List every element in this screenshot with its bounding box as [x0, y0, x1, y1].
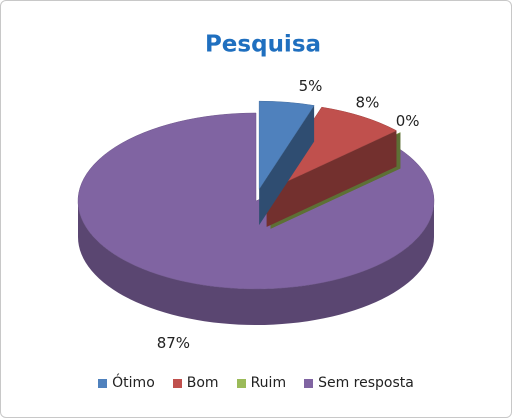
pie-slice: [258, 100, 315, 226]
slice-top: [77, 112, 435, 290]
legend-item: Sem resposta: [304, 375, 414, 391]
slice-top: [258, 100, 315, 190]
legend-swatch: [172, 378, 182, 388]
data-label: 5%: [299, 77, 323, 95]
legend-item: Ótimo: [98, 375, 155, 391]
legend-swatch: [236, 378, 246, 388]
slice-wall: [259, 105, 315, 226]
slice-top: [266, 106, 398, 192]
legend: Ótimo Bom Ruim Sem resposta: [1, 375, 511, 391]
chart-title: Pesquisa: [205, 32, 321, 58]
legend-label: Sem resposta: [318, 375, 414, 391]
legend-label: Ruim: [250, 375, 287, 391]
slice-side: [78, 201, 434, 325]
data-label: 87%: [157, 334, 190, 352]
legend-swatch: [98, 378, 108, 388]
data-label: 0%: [396, 112, 420, 130]
data-label: 8%: [356, 94, 380, 112]
legend-label: Bom: [186, 375, 219, 391]
legend-item: Ruim: [236, 375, 287, 391]
legend-label: Ótimo: [112, 375, 155, 391]
legend-item: Bom: [172, 375, 219, 391]
legend-swatch: [304, 378, 314, 388]
slice-wall: [266, 130, 397, 227]
